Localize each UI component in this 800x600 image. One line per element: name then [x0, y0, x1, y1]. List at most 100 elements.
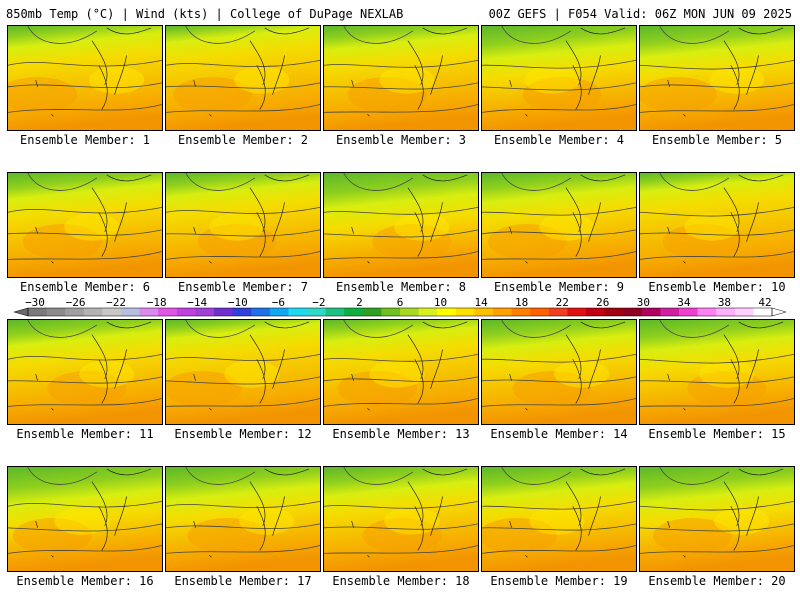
colorbar-swatch	[102, 308, 122, 316]
ensemble-map-panel	[7, 466, 163, 572]
ensemble-member-label: Ensemble Member: 7	[177, 280, 309, 294]
ensemble-member-label: Ensemble Member: 13	[332, 427, 470, 441]
ensemble-member-label: Ensemble Member: 5	[651, 133, 783, 147]
ensemble-member-label: Ensemble Member: 1	[19, 133, 151, 147]
ensemble-map-panel	[481, 466, 637, 572]
colorbar-tick-label: −10	[228, 296, 248, 309]
colorbar-swatch	[139, 308, 159, 316]
ensemble-map-panel	[7, 319, 163, 425]
ensemble-member-label: Ensemble Member: 17	[174, 574, 312, 588]
ensemble-map-panel	[7, 25, 163, 131]
ensemble-member-label: Ensemble Member: 12	[174, 427, 312, 441]
colorbar-swatch	[400, 308, 420, 316]
chart-title: 850mb Temp (°C) | Wind (kts) | College o…	[6, 7, 404, 21]
colorbar-swatch	[660, 308, 680, 316]
ensemble-map-panel	[323, 172, 479, 278]
colorbar-swatch	[697, 308, 717, 316]
ensemble-map-panel	[481, 25, 637, 131]
colorbar-right-arrow	[771, 307, 787, 317]
ensemble-map-panel	[639, 172, 795, 278]
colorbar-swatch	[753, 308, 773, 316]
colorbar-tick-label: 18	[515, 296, 528, 309]
ensemble-member-label: Ensemble Member: 14	[490, 427, 628, 441]
ensemble-member-label: Ensemble Member: 19	[490, 574, 628, 588]
colorbar-swatch	[493, 308, 513, 316]
colorbar-swatch	[511, 308, 531, 316]
ensemble-member-label: Ensemble Member: 18	[332, 574, 470, 588]
colorbar-tick-label: −26	[66, 296, 86, 309]
ensemble-map-panel	[639, 319, 795, 425]
colorbar-swatch	[307, 308, 327, 316]
colorbar-swatch	[65, 308, 85, 316]
colorbar-swatch	[46, 308, 66, 316]
colorbar-swatch	[269, 308, 289, 316]
temperature-colorbar: −30 −26 −22 −18 −14 −10 −6 −2 2 6 10 14 18 22 26 30 34 38…	[0, 296, 800, 322]
ensemble-member-label: Ensemble Member: 10	[648, 280, 786, 294]
colorbar-swatch	[716, 308, 736, 316]
colorbar-swatch	[381, 308, 401, 316]
colorbar-swatch	[158, 308, 178, 316]
colorbar-swatch	[604, 308, 624, 316]
colorbar-swatch	[362, 308, 382, 316]
colorbar-swatch	[548, 308, 568, 316]
colorbar-swatch	[344, 308, 364, 316]
colorbar-swatch	[474, 308, 494, 316]
colorbar-tick-label: 34	[677, 296, 691, 309]
colorbar-swatch	[176, 308, 196, 316]
ensemble-member-label: Ensemble Member: 8	[335, 280, 467, 294]
ensemble-map-panel	[165, 319, 321, 425]
colorbar-swatch	[214, 308, 234, 316]
colorbar-tick-label: 42	[758, 296, 771, 309]
colorbar-tick-label: 30	[637, 296, 650, 309]
ensemble-member-label: Ensemble Member: 2	[177, 133, 309, 147]
colorbar-left-arrow	[13, 307, 29, 317]
colorbar-tick-label: 6	[397, 296, 404, 309]
ensemble-map-panel	[481, 172, 637, 278]
ensemble-member-label: Ensemble Member: 4	[493, 133, 625, 147]
colorbar-tick-label: 14	[474, 296, 488, 309]
colorbar-swatch	[83, 308, 103, 316]
colorbar-swatch	[679, 308, 699, 316]
ensemble-member-label: Ensemble Member: 9	[493, 280, 625, 294]
ensemble-member-label: Ensemble Member: 15	[648, 427, 786, 441]
colorbar-tick-label: 2	[356, 296, 363, 309]
colorbar-tick-label: 22	[556, 296, 569, 309]
colorbar-swatch	[251, 308, 271, 316]
colorbar-tick-label: −14	[187, 296, 207, 309]
colorbar-swatch	[195, 308, 215, 316]
colorbar-swatch	[530, 308, 550, 316]
ensemble-member-label: Ensemble Member: 20	[648, 574, 786, 588]
ensemble-map-panel	[481, 319, 637, 425]
colorbar-swatch	[232, 308, 252, 316]
colorbar-swatch	[455, 308, 475, 316]
ensemble-map-panel	[165, 25, 321, 131]
run-info: 00Z GEFS | F054 Valid: 06Z MON JUN 09 20…	[488, 7, 792, 21]
colorbar-swatch	[641, 308, 661, 316]
colorbar-tick-label: −6	[272, 296, 285, 309]
ensemble-map-panel	[7, 172, 163, 278]
colorbar-tick-label: 38	[718, 296, 731, 309]
colorbar-tick-label: 26	[596, 296, 609, 309]
colorbar-tick-label: 10	[434, 296, 447, 309]
colorbar-swatch	[121, 308, 141, 316]
ensemble-map-panel	[323, 319, 479, 425]
ensemble-map-panel	[165, 466, 321, 572]
ensemble-map-panel	[639, 25, 795, 131]
ensemble-member-label: Ensemble Member: 16	[16, 574, 154, 588]
colorbar-swatch	[437, 308, 457, 316]
colorbar-swatch	[325, 308, 345, 316]
ensemble-member-label: Ensemble Member: 3	[335, 133, 467, 147]
ensemble-member-label: Ensemble Member: 6	[19, 280, 151, 294]
colorbar-swatch	[586, 308, 606, 316]
colorbar-swatch	[567, 308, 587, 316]
ensemble-member-label: Ensemble Member: 11	[16, 427, 154, 441]
ensemble-map-panel	[165, 172, 321, 278]
colorbar-tick-label: −22	[106, 296, 126, 309]
colorbar-tick-label: −18	[147, 296, 167, 309]
ensemble-map-panel	[323, 466, 479, 572]
colorbar-swatch	[418, 308, 438, 316]
colorbar-tick-label: −30	[25, 296, 45, 309]
ensemble-map-panel	[639, 466, 795, 572]
colorbar-swatch	[28, 308, 48, 316]
colorbar-swatch	[734, 308, 754, 316]
